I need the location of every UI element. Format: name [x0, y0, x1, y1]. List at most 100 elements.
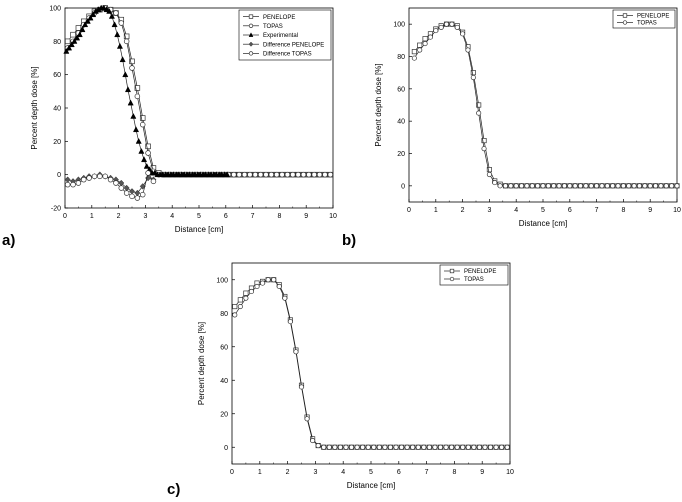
data-point	[594, 183, 600, 189]
data-point	[417, 47, 423, 53]
data-point	[449, 444, 455, 450]
data-point	[102, 173, 108, 180]
data-point	[610, 183, 616, 189]
x-tick-label: 0	[63, 213, 67, 220]
x-tick-label: 3	[313, 469, 317, 476]
data-point	[519, 183, 525, 189]
data-point	[443, 21, 450, 27]
data-point	[81, 176, 87, 183]
data-point	[674, 183, 680, 189]
data-point	[411, 49, 417, 55]
y-tick-label: 40	[220, 378, 228, 385]
data-point	[620, 183, 626, 189]
data-point	[106, 7, 113, 14]
data-point	[438, 24, 444, 30]
data-point	[282, 295, 288, 301]
data-point	[482, 444, 488, 450]
data-point	[348, 444, 355, 450]
data-point	[663, 183, 669, 189]
data-point	[113, 180, 119, 186]
data-point	[87, 14, 94, 21]
legend-marker	[449, 268, 455, 274]
data-point	[139, 183, 146, 190]
x-tick-label: 5	[197, 213, 201, 220]
series-difference-topas	[64, 170, 157, 201]
data-point	[224, 171, 231, 178]
data-point	[232, 312, 238, 318]
data-point	[108, 12, 115, 19]
data-point	[427, 34, 433, 40]
data-point	[64, 181, 71, 188]
data-point	[470, 74, 476, 81]
plot-frame	[231, 262, 511, 465]
legend-marker	[248, 32, 254, 37]
legend-entry: Difference PENELOPE	[263, 42, 324, 48]
legend-marker	[248, 41, 254, 47]
data-point	[129, 193, 135, 200]
data-point	[134, 195, 141, 201]
data-point	[65, 44, 73, 51]
data-point	[497, 183, 503, 189]
data-point	[524, 183, 530, 189]
x-tick-label: 9	[480, 469, 484, 476]
data-point	[114, 31, 121, 38]
legend-marker	[248, 23, 254, 28]
data-point	[658, 183, 664, 189]
legend-marker	[622, 20, 628, 25]
data-point	[127, 99, 134, 106]
data-point	[411, 55, 417, 61]
x-tick-label: 4	[170, 213, 174, 220]
data-point	[63, 47, 70, 54]
data-point	[486, 167, 492, 173]
series-line	[234, 279, 508, 448]
data-point	[284, 171, 291, 178]
data-point	[135, 137, 142, 144]
data-point	[129, 65, 135, 71]
data-point	[82, 21, 89, 28]
data-point	[86, 175, 92, 181]
data-point	[321, 444, 327, 450]
data-point	[642, 183, 648, 189]
data-point	[631, 183, 637, 189]
legend-entry: PENELOPE	[263, 15, 295, 21]
data-point	[387, 444, 394, 450]
data-point	[492, 180, 498, 186]
data-point	[422, 41, 428, 47]
legend-marker	[248, 14, 254, 19]
data-point	[332, 444, 338, 450]
y-tick-label: 80	[53, 39, 61, 46]
x-tick-label: 3	[487, 207, 491, 214]
data-point	[123, 190, 130, 196]
data-point	[150, 178, 157, 185]
x-tick-label: 1	[258, 469, 262, 476]
data-point	[476, 110, 482, 116]
data-point	[481, 138, 487, 144]
legend-entry: TOPAS	[637, 21, 657, 27]
data-point	[669, 183, 675, 189]
y-tick-label: -20	[51, 206, 61, 213]
data-point	[243, 295, 249, 301]
series-line	[414, 23, 677, 187]
data-point	[460, 444, 466, 450]
data-point	[476, 102, 482, 108]
data-point	[421, 444, 427, 450]
x-tick-label: 5	[541, 207, 545, 214]
data-point	[588, 183, 594, 189]
series-topas	[232, 277, 510, 450]
legend-marker	[449, 276, 455, 282]
x-tick-label: 8	[277, 213, 281, 220]
y-tick-label: 100	[393, 22, 405, 29]
data-point	[76, 31, 83, 38]
x-tick-label: 9	[304, 213, 308, 220]
data-point	[111, 21, 118, 28]
data-point	[237, 303, 243, 310]
y-tick-label: 20	[53, 139, 61, 146]
legend: PENELOPE TOPAS Experimental Difference PENE…	[238, 9, 332, 61]
legend-marker	[248, 51, 254, 56]
plot-frame	[408, 7, 678, 203]
data-point	[276, 283, 282, 290]
data-point	[508, 183, 514, 189]
x-axis-label: Distance [cm]	[519, 219, 567, 228]
